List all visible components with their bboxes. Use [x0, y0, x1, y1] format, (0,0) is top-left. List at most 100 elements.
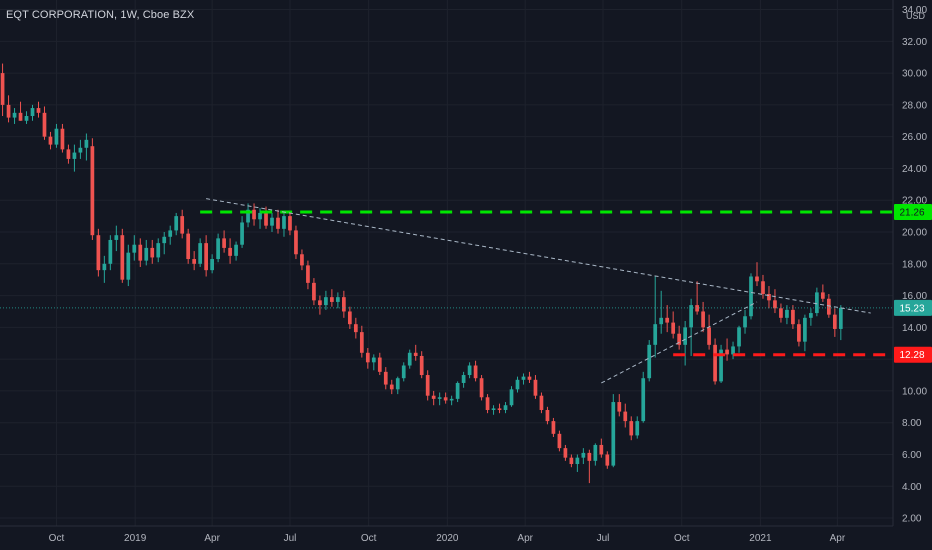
candle	[186, 228, 191, 264]
candle-body	[192, 259, 197, 264]
candle	[84, 133, 89, 161]
candle	[599, 438, 604, 458]
candle-body	[449, 398, 454, 401]
candle-body	[419, 355, 424, 376]
candle-body	[324, 297, 328, 306]
price-tick-label: 30.00	[902, 69, 927, 80]
candle	[749, 273, 753, 320]
candle-body	[761, 281, 765, 294]
candle	[216, 233, 220, 263]
candle	[635, 416, 640, 439]
candle	[210, 254, 214, 274]
candle	[353, 317, 358, 339]
candle-body	[353, 324, 358, 333]
candle	[204, 235, 208, 277]
candle	[252, 203, 256, 226]
price-tick-label: 26.00	[902, 132, 927, 143]
candle	[473, 360, 478, 382]
candle-body	[599, 444, 604, 455]
candle-body	[246, 209, 250, 223]
last-price-tag: 15.23	[894, 299, 932, 316]
candle-body	[228, 247, 232, 256]
candle-body	[563, 448, 568, 458]
candle	[449, 395, 454, 406]
candle-body	[815, 292, 819, 314]
candle	[767, 286, 771, 309]
candle	[647, 340, 652, 382]
candle-body	[575, 457, 580, 465]
time-tick-label: Apr	[830, 533, 846, 544]
candle	[545, 406, 550, 425]
candle-body	[330, 297, 334, 302]
candle-body	[838, 307, 843, 329]
candle	[162, 232, 167, 255]
candle	[803, 314, 807, 352]
candle	[557, 430, 562, 452]
candle	[461, 371, 466, 388]
candle	[485, 394, 490, 414]
candle	[779, 303, 783, 323]
candle-body	[557, 433, 562, 449]
candle	[821, 284, 825, 302]
candle	[713, 338, 717, 385]
candle-body	[180, 216, 185, 234]
candle	[407, 349, 412, 369]
candle	[365, 348, 370, 369]
candle-body	[731, 346, 735, 355]
candle-body	[48, 136, 53, 145]
candle-body	[473, 365, 478, 379]
candle-body	[773, 300, 777, 309]
candle	[288, 211, 292, 236]
candle-body	[42, 112, 47, 137]
candle	[30, 104, 35, 121]
time-tick-label: Oct	[674, 533, 690, 544]
candle	[695, 281, 699, 315]
candle	[467, 362, 472, 379]
candle	[42, 106, 47, 140]
candle	[90, 138, 95, 240]
candle	[569, 454, 574, 468]
candle	[503, 402, 508, 414]
candle	[371, 354, 376, 371]
candle-body	[587, 452, 592, 461]
candle	[395, 376, 400, 395]
candle-body	[767, 293, 771, 301]
candle	[425, 370, 430, 401]
last-price-tag-bg	[894, 299, 932, 316]
candle-body	[503, 405, 508, 410]
candle	[294, 225, 298, 260]
price-tick-label: 6.00	[902, 450, 922, 461]
candle-body	[479, 378, 484, 398]
last-price-tag-text: 15.23	[899, 303, 924, 314]
time-tick-label: Oct	[361, 533, 377, 544]
candle	[533, 375, 538, 399]
candle	[479, 375, 484, 401]
candle	[60, 123, 65, 153]
candle-body	[719, 349, 723, 382]
candle-body	[96, 235, 101, 271]
candle	[659, 290, 664, 334]
candle-body	[318, 300, 322, 306]
candle	[832, 308, 837, 337]
candle-body	[336, 297, 340, 302]
candle-body	[569, 457, 574, 465]
candle-body	[491, 408, 496, 410]
candle-body	[18, 112, 23, 121]
candle	[497, 403, 502, 414]
candle	[791, 305, 795, 329]
candle-body	[611, 402, 616, 466]
candle	[96, 228, 101, 277]
candle-body	[821, 292, 825, 299]
candle	[144, 239, 149, 266]
candle	[437, 392, 442, 406]
candle-body	[162, 236, 167, 244]
price-tags: 21.26 15.23 12.28	[894, 203, 932, 363]
chart-title: EQT CORPORATION, 1W, Cboe BZX	[6, 9, 195, 21]
candle	[12, 108, 17, 124]
candle	[258, 208, 262, 229]
price-tick-label: 16.00	[902, 291, 927, 302]
candle-body	[832, 314, 837, 329]
price-tick-label: 22.00	[902, 196, 927, 207]
